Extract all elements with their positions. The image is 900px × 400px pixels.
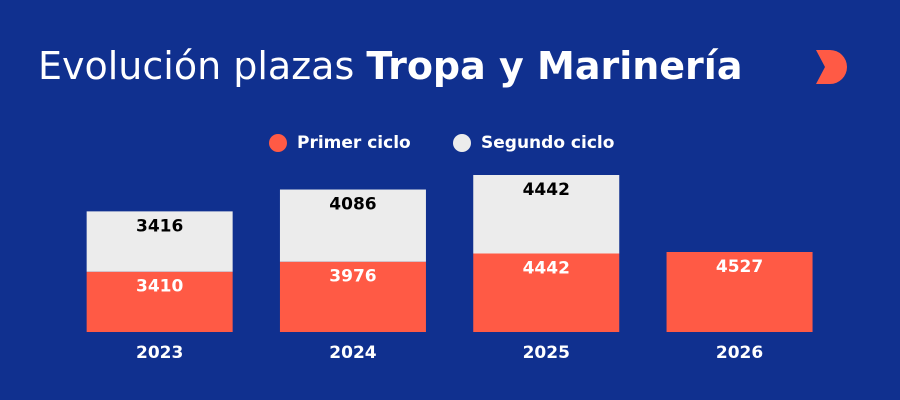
legend-swatch [453, 134, 471, 152]
x-tick-label: 2023 [136, 343, 183, 363]
bar-segment [666, 251, 813, 332]
value-label: 4442 [523, 180, 570, 200]
bar-segment [279, 189, 426, 262]
title-emphasis: Tropa y Marinería [366, 44, 742, 88]
bar-segment [473, 175, 620, 254]
value-label: 3976 [329, 267, 376, 287]
value-label: 3410 [136, 277, 183, 297]
bar-segment [473, 253, 620, 332]
legend-label: Segundo ciclo [481, 133, 614, 153]
x-tick-label: 2025 [523, 343, 570, 363]
bar-segment [279, 261, 426, 332]
bar-segment [86, 211, 233, 272]
value-label: 4442 [523, 259, 570, 279]
chart-title: Evolución plazas Tropa y Marinería [38, 44, 742, 88]
title-regular: Evolución plazas [38, 44, 354, 88]
value-label: 3416 [136, 216, 183, 236]
legend-swatch [269, 134, 287, 152]
logo [816, 50, 847, 84]
legend-label: Primer ciclo [297, 133, 411, 153]
value-label: 4527 [716, 257, 763, 277]
bar-segment [86, 271, 233, 332]
value-label: 4086 [329, 195, 376, 215]
x-tick-label: 2026 [716, 343, 763, 363]
x-tick-label: 2024 [329, 343, 376, 363]
